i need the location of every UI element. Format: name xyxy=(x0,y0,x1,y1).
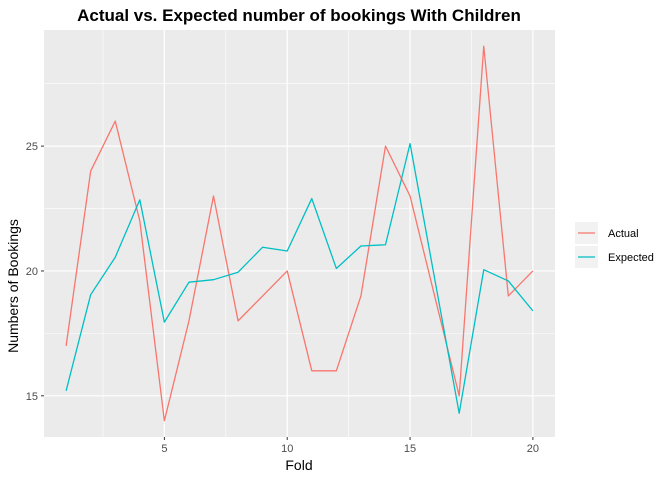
y-tick-label: 15 xyxy=(26,391,38,403)
series-lines xyxy=(65,45,534,422)
minor-gridlines xyxy=(44,30,555,437)
y-axis-title: Numbers of Bookings xyxy=(5,219,21,353)
y-axis-ticks: 15 20 25 xyxy=(26,141,44,403)
legend-label-expected: Expected xyxy=(608,252,654,264)
x-axis-ticks: 5 10 15 20 xyxy=(161,437,539,455)
y-tick-label: 20 xyxy=(26,266,38,278)
series-line-actual xyxy=(65,45,534,422)
major-gridlines xyxy=(44,30,555,437)
x-tick-label: 5 xyxy=(161,443,167,455)
legend: Actual Expected xyxy=(575,222,654,268)
x-tick-label: 20 xyxy=(527,443,539,455)
chart-title: Actual vs. Expected number of bookings W… xyxy=(77,6,521,25)
plot-panel xyxy=(44,30,555,437)
y-tick-label: 25 xyxy=(26,141,38,153)
series-line-expected xyxy=(65,142,534,414)
x-axis-title: Fold xyxy=(285,457,312,473)
x-tick-label: 15 xyxy=(404,443,416,455)
x-tick-label: 10 xyxy=(281,443,293,455)
legend-label-actual: Actual xyxy=(608,228,639,240)
